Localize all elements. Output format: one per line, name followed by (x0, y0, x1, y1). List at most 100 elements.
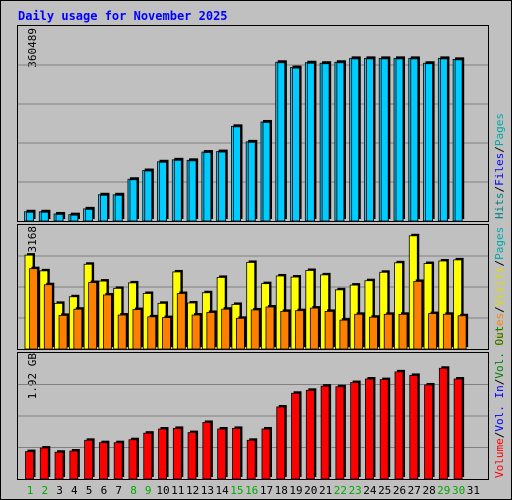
sites-bar (117, 314, 127, 350)
legend-separator: / (493, 186, 506, 193)
legend-hits-files: Hits/Files/Pages (493, 113, 506, 219)
x-tick-label: 8 (130, 484, 137, 497)
visits-bar (379, 271, 389, 350)
files-bar (26, 211, 34, 222)
files-bar (144, 170, 153, 222)
legend-separator: / (493, 432, 506, 439)
volume-bar (394, 371, 404, 480)
x-tick-label: 26 (393, 484, 406, 497)
x-tick-label: 31 (467, 484, 480, 497)
volume-bar (320, 385, 330, 480)
x-tick-label: 15 (230, 484, 243, 497)
legend-entry: Sites (493, 313, 506, 346)
volume-bar (54, 451, 64, 480)
legend-entry: Vol. In (493, 385, 506, 431)
x-tick-label: 27 (408, 484, 421, 497)
files-bar (336, 62, 345, 222)
sites-bar (457, 315, 467, 350)
files-bar (439, 58, 448, 222)
volume-bar (158, 428, 167, 480)
sites-bar (29, 268, 38, 350)
sites-bar (250, 309, 260, 350)
x-tick-label: 20 (304, 484, 317, 497)
legend-text: Hits/Files/Pages (493, 113, 506, 219)
sites-bar (265, 306, 275, 350)
x-tick-label: 10 (156, 484, 169, 497)
volume-bar (202, 422, 212, 480)
files-bar (218, 151, 227, 222)
files-bar (203, 152, 212, 222)
volume-bar (261, 428, 271, 480)
volume-bar (335, 386, 345, 480)
legend-entry: Pages (493, 227, 506, 260)
files-bar (425, 63, 433, 222)
legend-entry: Visits (493, 267, 506, 307)
sites-bar (147, 316, 157, 350)
legend-separator: / (493, 146, 506, 153)
visits-bar (438, 260, 448, 350)
legend-separator: / (493, 379, 506, 386)
files-bar (321, 63, 330, 222)
files-bar (55, 214, 64, 222)
legend-separator: / (493, 306, 506, 313)
volume-bar (424, 384, 433, 480)
sites-bar (295, 310, 304, 350)
volume-bar (305, 389, 315, 480)
sites-bar (88, 282, 98, 350)
files-bar (306, 62, 315, 222)
volume-bar (453, 378, 463, 480)
sites-bar (428, 313, 437, 350)
x-tick-label: 2 (41, 484, 48, 497)
files-bar (233, 126, 241, 222)
files-bar (40, 211, 49, 222)
files-bar (100, 194, 108, 222)
x-tick-label: 12 (186, 484, 199, 497)
sites-bar (309, 307, 319, 350)
files-bar (366, 58, 374, 222)
volume-bar (99, 442, 108, 480)
files-bar (114, 194, 123, 222)
sites-bar (221, 308, 231, 350)
volume-bar (232, 428, 241, 480)
files-bar (129, 179, 138, 222)
files-bar (351, 58, 360, 222)
volume-axis-max-label: 1.92 GB (26, 353, 39, 400)
sites-bar (442, 313, 452, 350)
volume-bar (291, 392, 300, 480)
files-bar (410, 58, 419, 222)
legend-entry: Pages (493, 113, 506, 146)
x-tick-label: 6 (101, 484, 108, 497)
files-bar (277, 62, 286, 222)
files-bar (380, 58, 389, 222)
volume-bar (379, 379, 389, 480)
visits-bar (453, 259, 463, 350)
files-bar (454, 59, 463, 222)
sites-bar (236, 317, 245, 350)
x-tick-label: 3 (56, 484, 63, 497)
volume-bar (409, 375, 419, 480)
sites-bar (191, 314, 201, 350)
volume-bar (113, 442, 123, 480)
volume-bar (350, 382, 360, 480)
sites-bar (206, 312, 216, 350)
volume-bar (187, 432, 197, 480)
sites-bar (398, 313, 408, 350)
volume-bar (69, 450, 79, 480)
x-tick-label: 29 (437, 484, 450, 497)
volume-bar (39, 447, 49, 480)
legend-text: Volume/Vol. In/Vol. Out (493, 326, 506, 478)
volume-bar (246, 439, 256, 480)
legend-text: Sites/Visits/Pages (493, 227, 506, 346)
x-tick-label: 17 (260, 484, 273, 497)
files-bar (247, 141, 256, 222)
volume-bar (128, 439, 138, 480)
x-tick-label: 30 (452, 484, 465, 497)
legend-visits-sites: Sites/Visits/Pages (493, 227, 506, 346)
legend-entry: Vol. Out (493, 326, 506, 379)
x-tick-label: 24 (363, 484, 377, 497)
sites-bar (369, 316, 378, 350)
sites-bar (132, 309, 142, 350)
files-bar (188, 160, 197, 222)
